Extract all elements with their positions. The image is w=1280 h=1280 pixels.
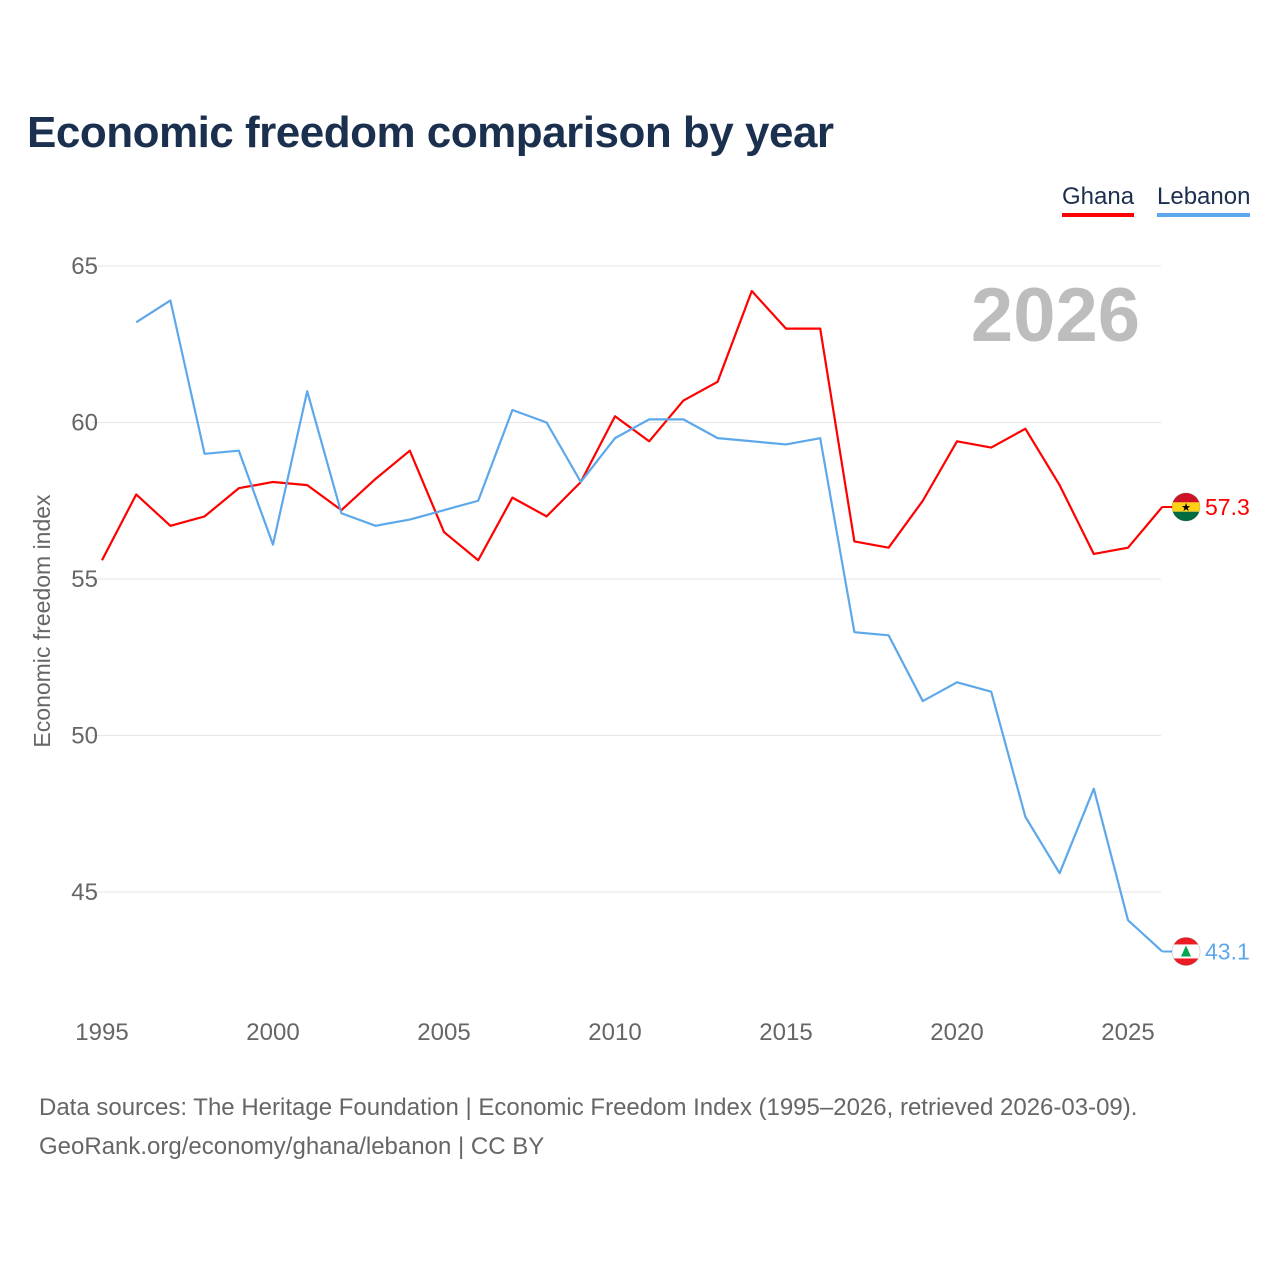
ghana-flag-icon: ★ [1171,492,1201,522]
x-tick-label: 2015 [759,1019,812,1046]
flag-star: ★ [1181,502,1191,514]
y-axis-label: Economic freedom index [29,494,55,748]
end-value-label: 43.1 [1205,938,1250,964]
footer: Data sources: The Heritage Foundation | … [39,1088,1137,1166]
flag-stripe [1172,958,1200,966]
series-line-lebanon [135,299,1163,953]
x-tick-label: 2025 [1101,1019,1154,1046]
footer-sources: Data sources: The Heritage Foundation | … [39,1094,1138,1121]
flag-border [1171,492,1201,522]
year-watermark: 2026 [971,273,1140,358]
y-tick-label: 60 [71,410,98,437]
flag-stripe [1172,502,1200,512]
x-tick-label: 1995 [75,1019,128,1046]
legend-item-lebanon[interactable]: Lebanon [1157,183,1251,217]
footer-link[interactable]: GeoRank.org/economy/ghana/lebanon | CC B… [39,1133,545,1160]
flag-body [1172,937,1200,966]
y-tick-label: 45 [71,879,98,906]
y-tick-label: 50 [71,723,98,750]
flag-stripe [1172,511,1200,522]
y-tick-label: 65 [71,253,98,280]
lebanon-flag-icon [1171,936,1201,966]
x-tick-label: 2000 [246,1019,299,1046]
flag-stripe [1172,937,1200,945]
end-value-label: 57.3 [1205,494,1250,520]
x-tick-label: 2005 [417,1019,470,1046]
legend-item-ghana[interactable]: Ghana [1062,183,1135,217]
flag-body: ★ [1172,493,1200,522]
x-tick-label: 2020 [930,1019,983,1046]
chart-title: Economic freedom comparison by year [27,108,834,157]
x-tick-label: 2010 [588,1019,641,1046]
flag-stripe [1172,493,1200,503]
y-tick-label: 55 [71,566,98,593]
flag-cedar [1181,945,1191,957]
flag-border [1171,936,1201,966]
